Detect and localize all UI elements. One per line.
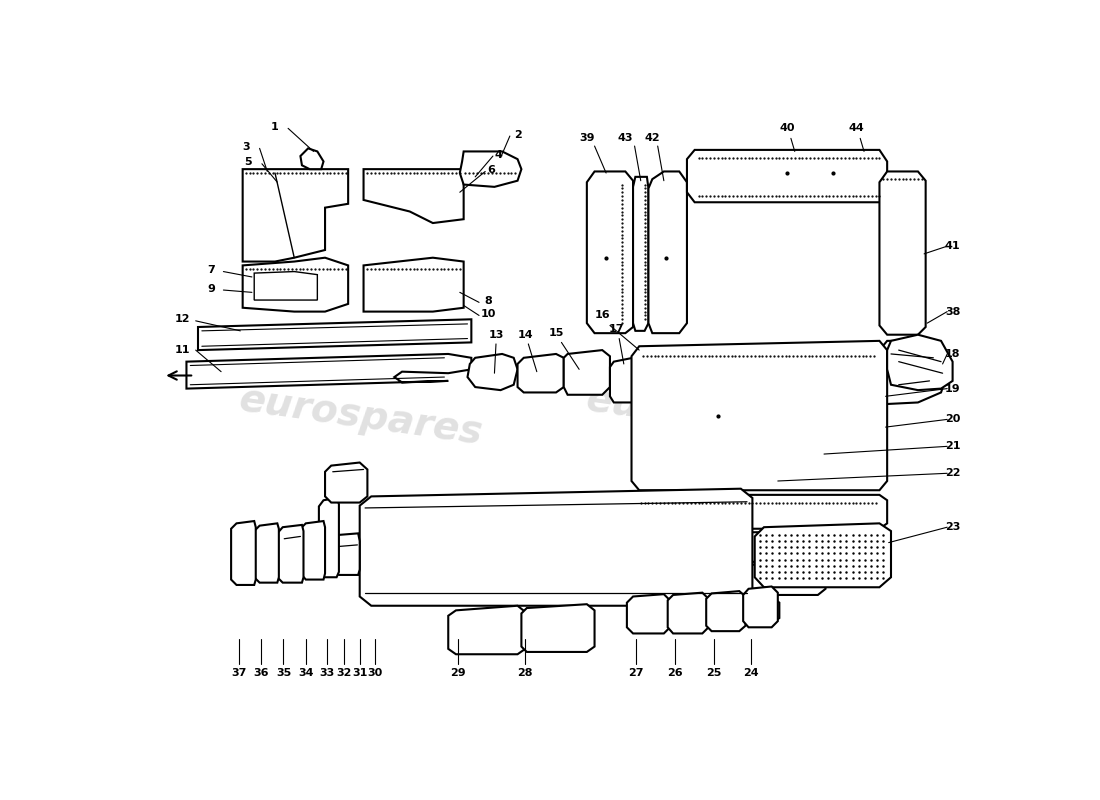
Polygon shape — [243, 258, 348, 311]
Polygon shape — [319, 498, 339, 578]
Text: 19: 19 — [945, 383, 960, 394]
Polygon shape — [300, 148, 323, 169]
Polygon shape — [277, 525, 304, 582]
Polygon shape — [631, 531, 887, 562]
Text: 44: 44 — [848, 123, 865, 134]
Text: 25: 25 — [706, 669, 722, 678]
Polygon shape — [668, 593, 708, 634]
Text: 40: 40 — [779, 123, 795, 134]
Text: 31: 31 — [353, 669, 369, 678]
Text: 30: 30 — [367, 669, 383, 678]
Polygon shape — [649, 171, 686, 333]
Text: 34: 34 — [298, 669, 314, 678]
Text: 38: 38 — [945, 306, 960, 317]
Text: 27: 27 — [628, 669, 643, 678]
Text: 17: 17 — [608, 323, 624, 334]
Polygon shape — [521, 604, 594, 652]
Text: 11: 11 — [175, 345, 190, 355]
Polygon shape — [706, 591, 746, 631]
Polygon shape — [363, 258, 464, 311]
Text: 26: 26 — [668, 669, 683, 678]
Text: 41: 41 — [945, 241, 960, 251]
Text: 33: 33 — [319, 669, 334, 678]
Polygon shape — [631, 341, 887, 490]
Text: 8: 8 — [484, 296, 492, 306]
Text: 2: 2 — [514, 130, 521, 139]
Polygon shape — [243, 169, 348, 262]
Text: 6: 6 — [487, 165, 495, 175]
Polygon shape — [300, 521, 326, 579]
Polygon shape — [360, 489, 752, 606]
Polygon shape — [631, 597, 779, 623]
Polygon shape — [468, 354, 517, 390]
Text: eurospares: eurospares — [583, 381, 832, 452]
Polygon shape — [363, 169, 464, 223]
Polygon shape — [744, 586, 778, 627]
Text: 21: 21 — [945, 442, 960, 451]
Text: 37: 37 — [231, 669, 246, 678]
Polygon shape — [186, 354, 472, 389]
Polygon shape — [254, 523, 279, 582]
Polygon shape — [631, 564, 825, 595]
Polygon shape — [686, 150, 887, 202]
Text: 23: 23 — [945, 522, 960, 532]
Text: 12: 12 — [175, 314, 190, 324]
Polygon shape — [563, 350, 609, 394]
Text: 29: 29 — [450, 669, 466, 678]
Text: 18: 18 — [945, 349, 960, 359]
Text: 16: 16 — [594, 310, 610, 321]
Text: 32: 32 — [336, 669, 351, 678]
Polygon shape — [627, 594, 670, 634]
Text: 5: 5 — [244, 158, 252, 167]
Text: 15: 15 — [549, 328, 563, 338]
Text: 20: 20 — [945, 414, 960, 424]
Text: 28: 28 — [517, 669, 534, 678]
Polygon shape — [609, 358, 637, 402]
Text: 9: 9 — [207, 283, 215, 294]
Text: 35: 35 — [276, 669, 292, 678]
Text: 10: 10 — [481, 309, 496, 319]
Text: 22: 22 — [945, 468, 960, 478]
Text: 3: 3 — [243, 142, 251, 152]
Text: 43: 43 — [617, 134, 634, 143]
Text: 39: 39 — [579, 134, 595, 143]
Polygon shape — [517, 354, 563, 393]
Polygon shape — [254, 271, 318, 300]
Polygon shape — [887, 334, 953, 390]
Text: 13: 13 — [488, 330, 504, 340]
Polygon shape — [755, 523, 891, 587]
Polygon shape — [460, 151, 521, 187]
Polygon shape — [326, 462, 367, 502]
Polygon shape — [231, 521, 255, 585]
Polygon shape — [880, 171, 926, 334]
Polygon shape — [880, 341, 948, 404]
Polygon shape — [587, 171, 634, 333]
Text: 36: 36 — [253, 669, 268, 678]
Text: 42: 42 — [645, 134, 660, 143]
Polygon shape — [198, 319, 472, 350]
Text: 4: 4 — [494, 150, 503, 159]
Polygon shape — [332, 534, 360, 575]
Text: eurospares: eurospares — [236, 381, 485, 452]
Polygon shape — [634, 177, 649, 331]
Text: 1: 1 — [271, 122, 279, 132]
Polygon shape — [631, 495, 887, 529]
Text: 24: 24 — [742, 669, 759, 678]
Text: 14: 14 — [517, 330, 534, 340]
Text: 7: 7 — [207, 265, 215, 275]
Polygon shape — [449, 606, 526, 654]
